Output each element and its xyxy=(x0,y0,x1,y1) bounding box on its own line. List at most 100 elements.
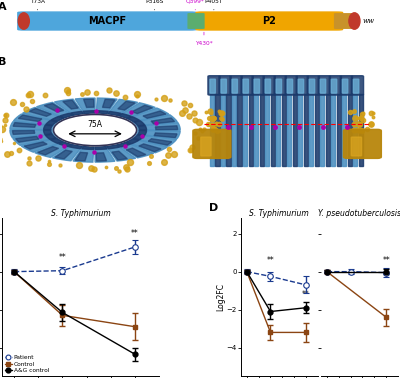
Bar xyxy=(293,94,297,166)
Wedge shape xyxy=(63,100,78,109)
Wedge shape xyxy=(60,113,73,118)
Bar xyxy=(265,94,269,166)
Wedge shape xyxy=(96,98,117,115)
Wedge shape xyxy=(22,107,66,122)
FancyBboxPatch shape xyxy=(318,76,330,95)
Wedge shape xyxy=(12,130,35,135)
FancyBboxPatch shape xyxy=(188,14,204,28)
FancyBboxPatch shape xyxy=(201,137,211,156)
Text: T73A: T73A xyxy=(30,0,45,10)
Text: A: A xyxy=(0,2,7,12)
Wedge shape xyxy=(44,125,52,130)
Bar xyxy=(320,94,324,166)
Text: Q399*: Q399* xyxy=(186,0,205,10)
Wedge shape xyxy=(95,145,115,162)
Text: 75A: 75A xyxy=(88,120,102,129)
FancyBboxPatch shape xyxy=(232,79,238,93)
Text: P405T: P405T xyxy=(205,0,223,10)
FancyBboxPatch shape xyxy=(18,12,196,30)
Circle shape xyxy=(54,115,137,146)
Bar xyxy=(298,94,302,166)
Bar xyxy=(238,94,242,166)
Text: P316S: P316S xyxy=(145,0,164,10)
FancyBboxPatch shape xyxy=(254,79,260,93)
FancyBboxPatch shape xyxy=(307,76,320,95)
Bar xyxy=(353,94,358,166)
Bar xyxy=(287,94,291,166)
Bar xyxy=(232,94,236,166)
Wedge shape xyxy=(117,142,130,147)
Wedge shape xyxy=(44,130,52,135)
Wedge shape xyxy=(82,146,94,149)
Bar xyxy=(359,94,363,166)
FancyBboxPatch shape xyxy=(221,79,226,93)
Title: Y. pseudotuberculosis: Y. pseudotuberculosis xyxy=(318,209,400,218)
FancyBboxPatch shape xyxy=(210,79,215,93)
Wedge shape xyxy=(118,101,135,110)
Text: MACPF: MACPF xyxy=(88,16,126,26)
Wedge shape xyxy=(112,151,127,160)
Bar xyxy=(276,94,280,166)
FancyBboxPatch shape xyxy=(351,76,364,95)
Wedge shape xyxy=(136,122,180,130)
FancyBboxPatch shape xyxy=(353,79,359,93)
Wedge shape xyxy=(35,141,73,157)
Bar xyxy=(254,94,258,166)
Wedge shape xyxy=(106,144,136,161)
Wedge shape xyxy=(132,105,152,114)
Text: Y430*: Y430* xyxy=(195,32,213,45)
FancyBboxPatch shape xyxy=(309,79,315,93)
FancyBboxPatch shape xyxy=(263,76,275,95)
FancyBboxPatch shape xyxy=(276,79,282,93)
Wedge shape xyxy=(13,122,36,127)
Bar xyxy=(282,94,286,166)
Wedge shape xyxy=(55,150,72,159)
Wedge shape xyxy=(138,125,146,130)
Wedge shape xyxy=(70,112,84,115)
Bar xyxy=(248,94,253,166)
Wedge shape xyxy=(84,99,94,107)
Wedge shape xyxy=(38,147,58,155)
Wedge shape xyxy=(134,135,144,140)
Wedge shape xyxy=(134,121,145,126)
Wedge shape xyxy=(73,145,94,162)
Wedge shape xyxy=(54,99,84,116)
Wedge shape xyxy=(131,135,177,146)
Text: **: ** xyxy=(382,256,390,265)
Wedge shape xyxy=(143,111,166,118)
Wedge shape xyxy=(10,130,55,138)
FancyBboxPatch shape xyxy=(298,79,304,93)
Wedge shape xyxy=(14,114,59,125)
Wedge shape xyxy=(95,146,107,149)
FancyBboxPatch shape xyxy=(343,129,381,158)
Bar xyxy=(216,94,220,166)
Wedge shape xyxy=(96,111,108,114)
Wedge shape xyxy=(75,98,95,115)
Wedge shape xyxy=(138,130,146,135)
FancyBboxPatch shape xyxy=(219,76,231,95)
FancyBboxPatch shape xyxy=(243,79,248,93)
Wedge shape xyxy=(154,133,177,138)
Wedge shape xyxy=(10,122,55,130)
Text: P2: P2 xyxy=(262,16,276,26)
Wedge shape xyxy=(45,135,56,139)
Text: B: B xyxy=(0,57,6,67)
Wedge shape xyxy=(16,136,39,142)
FancyBboxPatch shape xyxy=(335,14,356,28)
Text: D: D xyxy=(208,203,218,212)
Wedge shape xyxy=(155,126,178,130)
Wedge shape xyxy=(107,99,138,116)
Wedge shape xyxy=(50,138,63,143)
Text: **: ** xyxy=(131,229,139,239)
Title: S. Typhimurium: S. Typhimurium xyxy=(51,209,110,218)
Ellipse shape xyxy=(18,13,29,29)
Bar xyxy=(331,94,335,166)
FancyBboxPatch shape xyxy=(241,76,253,95)
Bar xyxy=(309,94,313,166)
FancyBboxPatch shape xyxy=(252,76,264,95)
FancyBboxPatch shape xyxy=(265,79,270,93)
Wedge shape xyxy=(135,130,180,138)
FancyBboxPatch shape xyxy=(274,76,286,95)
Wedge shape xyxy=(52,144,83,161)
FancyBboxPatch shape xyxy=(320,79,326,93)
